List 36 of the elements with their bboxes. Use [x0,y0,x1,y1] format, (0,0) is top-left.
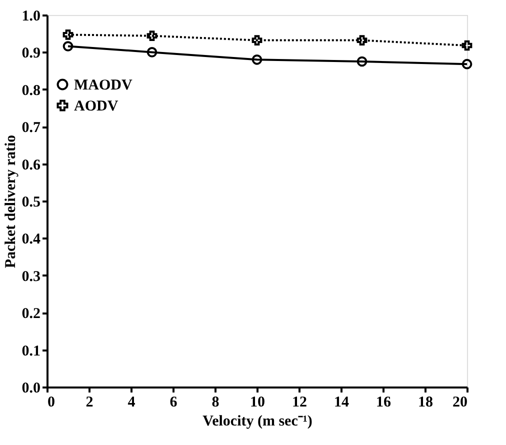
x-tick-label: 10 [250,394,265,410]
x-tick-label: 6 [170,394,178,410]
point [356,35,368,46]
y-tick-label: 0.8 [22,82,40,99]
x-tick-label: 8 [212,394,220,410]
legend-label: AODV [74,98,118,114]
point [252,54,262,65]
y-axis-title: Packet delivery ratio [2,134,19,268]
y-tick-label: 0.3 [22,268,40,285]
x-tick-label: 12 [292,394,307,410]
y-tick-label: 0.9 [22,46,40,62]
point [146,47,158,58]
point [146,30,158,42]
y-tick-label: 1.0 [22,8,40,24]
y-tick-label: 0.4 [22,232,41,248]
x-tick-label: 20 [452,394,468,410]
x-tick-label: 14 [334,394,350,410]
point [62,30,74,40]
point [462,58,472,70]
y-tick-label: 0.1 [22,343,40,360]
x-tick-label: 0 [48,394,55,410]
point [62,41,74,52]
x-tick-label: 2 [86,394,94,410]
point [462,40,472,51]
x-axis-title: Velocity (m sec⁻¹) [202,414,312,430]
y-tick-label: 0.2 [22,306,40,322]
y-tick-label: 0.6 [22,157,41,174]
y-tick-label: 0.0 [22,380,40,396]
point [356,56,368,67]
x-tick-label: 18 [418,394,433,410]
point [252,35,262,46]
legend-label: MAODV [74,78,132,94]
x-tick-label: 16 [376,394,392,410]
y-tick-label: 0.7 [22,120,41,136]
x-tick-label: 4 [128,394,136,410]
y-tick-label: 0.5 [22,194,40,210]
